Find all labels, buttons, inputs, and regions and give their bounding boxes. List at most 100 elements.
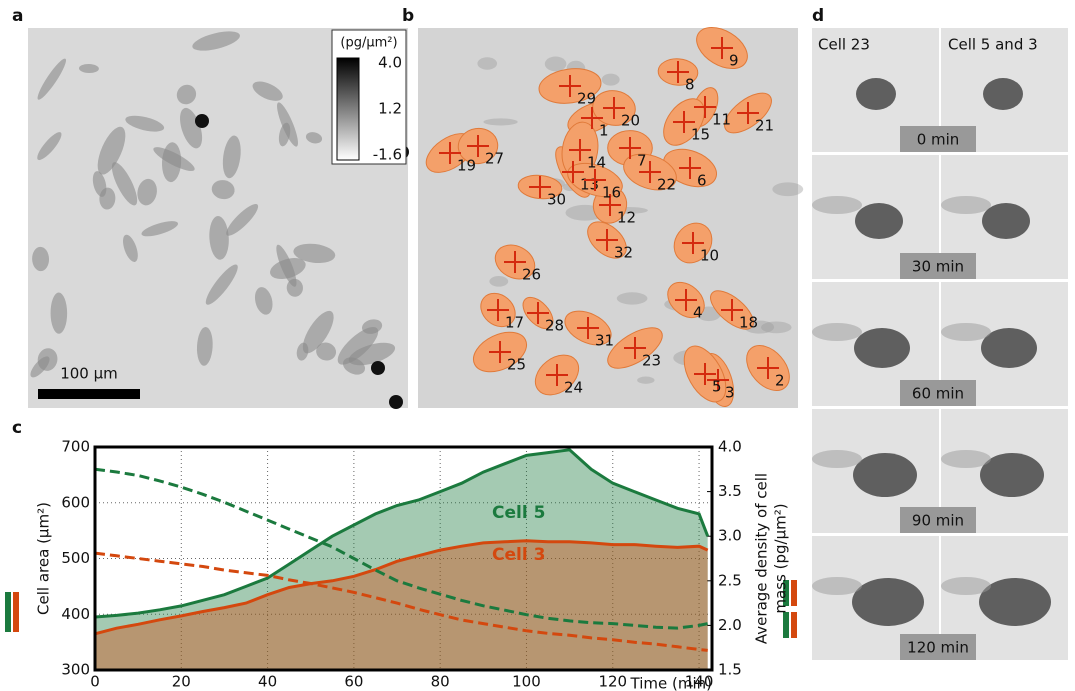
legend-swatch bbox=[13, 592, 19, 632]
cell bbox=[50, 292, 68, 334]
cell bbox=[111, 162, 138, 206]
cell bbox=[483, 118, 518, 126]
cell-marker bbox=[577, 317, 599, 339]
legend-swatch bbox=[791, 580, 797, 606]
cell-marker bbox=[694, 96, 716, 118]
cell bbox=[601, 73, 620, 86]
cell-id: 6 bbox=[697, 172, 707, 190]
chart: 0 20 40 60 80 100 120 140 300 400 500 600 700 1.5 2.0 2… bbox=[35, 438, 790, 691]
y-axis-label: Cell area (µm²) bbox=[35, 502, 53, 615]
cell-marker bbox=[569, 139, 591, 161]
cell bbox=[941, 450, 991, 468]
x-tick-label: 120 bbox=[598, 673, 627, 691]
colorbar-title: (pg/µm²) bbox=[340, 36, 397, 51]
cell-marker bbox=[673, 111, 695, 133]
cell-marker bbox=[603, 97, 625, 119]
y2-tick-label: 4.0 bbox=[718, 438, 742, 456]
cell-marker bbox=[694, 363, 716, 385]
cell bbox=[37, 132, 62, 161]
cell-marker bbox=[439, 142, 461, 164]
panel-label: a bbox=[12, 6, 23, 26]
cell-marker bbox=[599, 194, 621, 216]
cell-id: 2 bbox=[775, 372, 785, 390]
y2-tick-label: 1.5 bbox=[718, 661, 742, 679]
y2-tick-label: 2.5 bbox=[718, 571, 742, 589]
cell bbox=[286, 278, 303, 297]
cell bbox=[252, 81, 283, 101]
cell-marker bbox=[527, 302, 549, 324]
cell-id: 8 bbox=[685, 76, 695, 94]
legend-swatch bbox=[783, 612, 789, 638]
cell-marker bbox=[467, 135, 489, 157]
time-label: 30 min bbox=[912, 258, 964, 276]
time-label: 90 min bbox=[912, 512, 964, 530]
panel-d: 0 min 30 min 60 min 90 min 120 min Cell 23 Cel… bbox=[812, 28, 1068, 660]
cell-id: 25 bbox=[507, 356, 526, 374]
cell-marker bbox=[619, 137, 641, 159]
cell bbox=[141, 221, 179, 237]
cell-id: 12 bbox=[617, 209, 636, 227]
cell bbox=[852, 578, 924, 626]
colorbar-tick-label: 4.0 bbox=[378, 54, 402, 72]
time-box bbox=[900, 253, 976, 279]
cell bbox=[342, 357, 366, 375]
cell bbox=[812, 196, 862, 214]
x-axis-label: Time (min) bbox=[630, 675, 712, 691]
time-label: 0 min bbox=[917, 131, 960, 149]
cell bbox=[981, 328, 1037, 368]
cell-id: 9 bbox=[729, 52, 739, 70]
area bbox=[95, 540, 708, 670]
cell bbox=[761, 321, 792, 334]
cell bbox=[316, 342, 337, 361]
cell bbox=[305, 132, 323, 144]
cell bbox=[209, 216, 229, 260]
cell bbox=[856, 78, 896, 110]
cell bbox=[337, 326, 379, 365]
x-tick-label: 40 bbox=[258, 673, 277, 691]
panel-label: d bbox=[812, 6, 824, 26]
cell bbox=[980, 453, 1044, 497]
cell-id: 1 bbox=[599, 122, 609, 140]
x-tick-label: 80 bbox=[431, 673, 450, 691]
cell-marker bbox=[757, 357, 779, 379]
time-box bbox=[900, 126, 976, 152]
cell-marker bbox=[639, 161, 661, 183]
cell-marker bbox=[546, 364, 568, 386]
cell bbox=[205, 264, 238, 305]
cell bbox=[99, 187, 116, 210]
debris bbox=[195, 114, 209, 128]
cell-id: 28 bbox=[545, 317, 564, 335]
colorbar-tick-label: 1.2 bbox=[378, 100, 402, 118]
cell-marker bbox=[667, 61, 689, 83]
cell bbox=[79, 63, 99, 74]
colorbar bbox=[336, 57, 360, 161]
x-tick-label: 140 bbox=[685, 673, 714, 691]
cell-marker bbox=[529, 176, 551, 198]
cell-id: 14 bbox=[587, 154, 606, 172]
line bbox=[94, 539, 709, 636]
cell bbox=[477, 57, 498, 70]
cell-marker bbox=[675, 289, 697, 311]
cell bbox=[125, 115, 165, 132]
cell-id: 13 bbox=[580, 176, 599, 194]
legend-swatch bbox=[783, 580, 789, 606]
cell-id: 18 bbox=[739, 314, 758, 332]
cell-marker bbox=[562, 161, 584, 183]
cell-id: 21 bbox=[755, 117, 774, 135]
cell bbox=[137, 178, 157, 206]
cell-marker bbox=[504, 251, 526, 273]
cell-marker bbox=[487, 299, 509, 321]
cell-id: 19 bbox=[457, 157, 476, 175]
cell-id: 10 bbox=[700, 247, 719, 265]
y2-tick-label: 3.0 bbox=[718, 527, 742, 545]
cell bbox=[293, 243, 336, 264]
cell-id: 27 bbox=[485, 150, 504, 168]
column-label: Cell 5 and 3 bbox=[948, 36, 1038, 54]
scale-bar bbox=[38, 389, 140, 399]
y2-tick-label: 2.0 bbox=[718, 616, 742, 634]
cell bbox=[348, 342, 396, 366]
cell bbox=[32, 246, 50, 272]
x-tick-label: 60 bbox=[344, 673, 363, 691]
